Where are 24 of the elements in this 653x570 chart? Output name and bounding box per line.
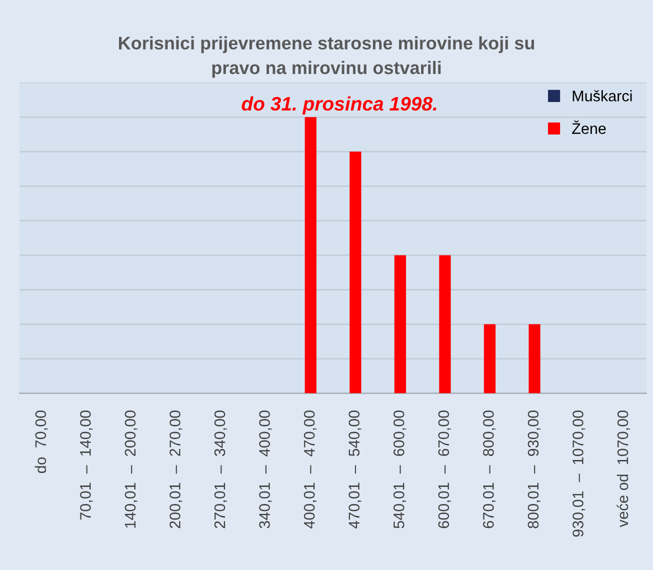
x-tick-label: 800,01 – 930,00 <box>528 410 540 528</box>
bar <box>350 152 362 394</box>
bar <box>439 255 451 394</box>
x-tick-label: 470,01 – 540,00 <box>348 410 362 529</box>
x-tick-label: 600,01 – 670,00 <box>438 410 451 528</box>
x-tick-label: 400,01 – 470,00 <box>304 410 317 529</box>
x-tick-label: 540,01 – 600,00 <box>393 410 406 528</box>
bar <box>304 117 316 394</box>
x-tick-label: do 70,00 <box>34 410 48 474</box>
bar <box>484 324 496 394</box>
x-tick-label: 340,01 – 400,00 <box>259 410 272 528</box>
bar <box>528 324 540 394</box>
chart-title: Korisnici prijevremene starosne mirovine koji su pravo na mirovinu ostvarili <box>119 36 534 78</box>
x-tick-label: 670,01 – 800,00 <box>483 410 496 528</box>
bar <box>394 255 406 394</box>
x-tick-label: 140,01 – 200,00 <box>124 410 138 528</box>
x-tick-label: 930,01 – 1070,00 <box>572 410 586 537</box>
x-tick-label: 70,01 – 140,00 <box>80 410 93 520</box>
x-tick-label: veće od 1070,00 <box>616 410 630 528</box>
chart-subtitle: do 31. prosinca 1998. <box>242 96 436 115</box>
legend-label: Muškarci <box>572 90 632 102</box>
x-tick-label: 200,01 – 270,00 <box>170 410 182 528</box>
legend-label: Žene <box>572 120 606 134</box>
x-tick-label: 270,01 – 340,00 <box>214 410 227 528</box>
